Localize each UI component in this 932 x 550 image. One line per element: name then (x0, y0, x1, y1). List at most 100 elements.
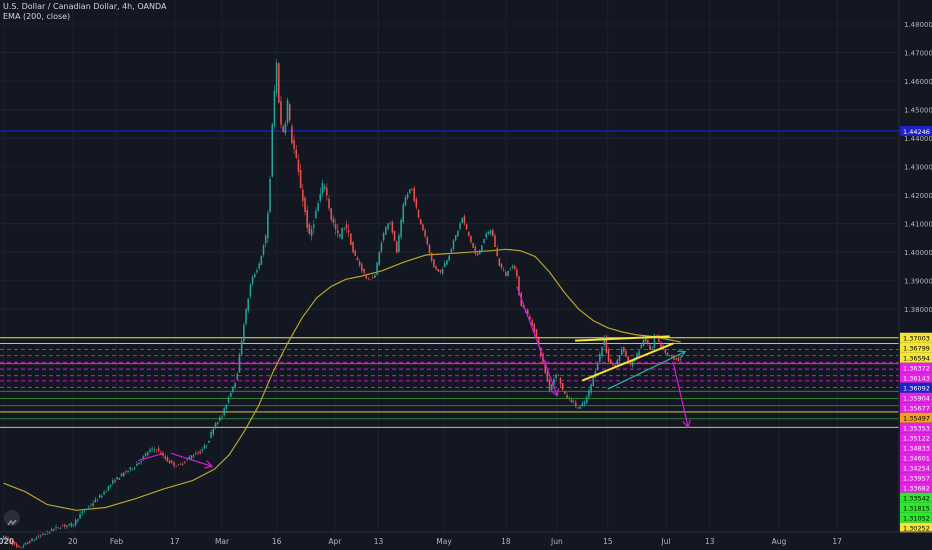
candle-body (175, 466, 177, 467)
candle-body (363, 268, 365, 273)
level-label-bg (900, 332, 932, 343)
candle-body (380, 243, 383, 252)
candle-body (240, 340, 243, 355)
tradingview-logo (4, 510, 20, 526)
candle-body (214, 423, 217, 429)
candle-body (85, 508, 88, 510)
candle-body (596, 363, 599, 371)
candle-body (258, 263, 260, 269)
candle-body (548, 380, 551, 391)
level-label: 1.37003 (903, 335, 930, 343)
level-label-bg (900, 362, 932, 373)
level-label-bg (900, 472, 932, 483)
candle-body (144, 453, 147, 456)
candle-body (618, 354, 621, 361)
candle-body (122, 472, 125, 476)
candles (2, 59, 682, 549)
candle-body (57, 527, 59, 529)
candle-body (389, 222, 391, 224)
candle-body (9, 538, 11, 543)
level-label: 1.36799 (903, 345, 930, 353)
price-tick-label: 1.44000 (904, 135, 932, 143)
candle-body (461, 217, 464, 223)
candle-body (356, 257, 359, 261)
candle-body (585, 397, 588, 403)
candle-body (107, 486, 110, 491)
candle-body (7, 537, 9, 540)
candle-body (299, 169, 302, 189)
candle-body (468, 231, 470, 236)
candle-body (579, 406, 581, 409)
candle-body (245, 309, 247, 325)
level-label: 1.35677 (903, 405, 930, 413)
candle-body (295, 149, 298, 158)
symbol-title[interactable]: U.S. Dollar / Canadian Dollar, 4h, OANDA (3, 2, 167, 11)
candle-body (358, 261, 361, 266)
candle-body (470, 235, 472, 243)
candle-body (118, 478, 121, 480)
candle-body (61, 525, 64, 527)
candle-body (599, 353, 601, 363)
candle-body (223, 408, 225, 416)
candle-body (251, 276, 254, 284)
candle-body (616, 359, 619, 365)
candle-body (103, 492, 105, 495)
time-axis[interactable]: 202020Feb17Mar16Apr13May18Jun15Jul13Aug1… (0, 531, 932, 546)
candle-body (463, 216, 466, 224)
level-label: 1.36594 (903, 355, 930, 363)
candle-body (450, 249, 453, 253)
candle-body (424, 230, 426, 237)
candle-body (459, 223, 461, 229)
candle-body (489, 230, 492, 235)
level-label: 1.36372 (903, 365, 930, 373)
candle-body (378, 252, 381, 266)
candle-body (173, 462, 175, 466)
time-tick-label: Apr (328, 537, 342, 546)
candle-body (116, 477, 118, 480)
candle-body (203, 445, 206, 449)
candle-body (660, 342, 662, 348)
candle-body (653, 334, 656, 348)
candle-body (90, 505, 92, 506)
candle-body (465, 224, 468, 229)
candle-body (614, 364, 616, 367)
candle-body (254, 274, 256, 278)
candle-body (395, 241, 398, 253)
candle-body (385, 227, 387, 235)
candle-body (592, 376, 595, 386)
candle-body (282, 126, 284, 132)
level-label-bg (900, 392, 932, 403)
level-label: 1.35497 (903, 415, 930, 423)
candle-body (284, 123, 287, 134)
candle-body (77, 519, 79, 521)
indicator-title[interactable]: EMA (200, close) (3, 12, 71, 21)
candle-body (415, 198, 418, 208)
candle-body (88, 506, 90, 508)
candle-body (677, 357, 680, 361)
trend-arrow (607, 352, 684, 390)
price-tick-label: 1.42000 (904, 192, 932, 200)
candle-body (603, 337, 605, 346)
candle-body (330, 208, 332, 220)
time-tick-label: 13 (374, 537, 384, 546)
candle-body (400, 219, 402, 238)
candle-body (131, 468, 134, 470)
candle-body (201, 449, 204, 451)
candle-body (306, 210, 308, 228)
candle-body (308, 224, 311, 235)
candle-body (546, 371, 549, 381)
candle-body (171, 460, 173, 463)
price-tick-label: 1.39000 (904, 278, 932, 286)
level-label: 1.33542 (903, 495, 930, 503)
candle-body (190, 455, 193, 460)
candle-body (98, 495, 101, 498)
time-tick-label: 18 (501, 537, 511, 546)
candle-body (142, 456, 145, 459)
candle-body (666, 352, 669, 355)
level-label-bg (900, 412, 932, 423)
candle-body (312, 224, 315, 228)
candle-body (371, 277, 374, 278)
